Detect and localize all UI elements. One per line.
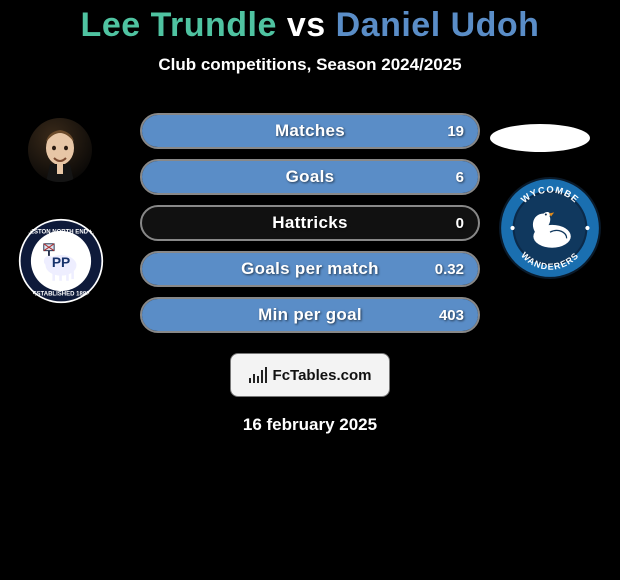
svg-text:PP: PP	[52, 255, 70, 270]
stat-value-right: 19	[447, 123, 464, 140]
brand-box: FcTables.com	[230, 353, 390, 397]
stat-value-right: 6	[456, 169, 464, 186]
face-icon	[28, 118, 92, 182]
player1-avatar	[28, 118, 92, 182]
stat-label: Goals per match	[142, 259, 478, 279]
stats-area: PRESTON NORTH END F.C. PP ESTABLISHED 18…	[0, 113, 620, 333]
player1-name: Lee Trundle	[81, 6, 277, 44]
date-label: 16 february 2025	[0, 415, 620, 435]
player2-avatar-placeholder	[490, 124, 590, 152]
stat-pill: Min per goal403	[140, 297, 480, 333]
player2-name: Daniel Udoh	[336, 6, 540, 44]
vs-label: vs	[287, 6, 326, 44]
stat-value-right: 403	[439, 307, 464, 324]
svg-text:PRESTON NORTH END F.C.: PRESTON NORTH END F.C.	[22, 229, 101, 235]
stat-list: Matches19 Goals6 Hattricks0 Goals per match…	[140, 113, 480, 333]
chart-icon	[249, 367, 267, 383]
svg-text:ESTABLISHED 1880: ESTABLISHED 1880	[32, 291, 90, 297]
badge-icon: WYCOMBE WANDERERS	[498, 176, 602, 280]
stat-pill: Matches19	[140, 113, 480, 149]
stat-label: Min per goal	[142, 305, 478, 325]
page-title: Lee Trundle vs Daniel Udoh	[0, 6, 620, 45]
stat-label: Matches	[142, 121, 478, 141]
subtitle: Club competitions, Season 2024/2025	[0, 55, 620, 75]
brand-text: FcTables.com	[273, 367, 372, 384]
stat-pill: Goals6	[140, 159, 480, 195]
stat-label: Goals	[142, 167, 478, 187]
stat-label: Hattricks	[142, 213, 478, 233]
stat-value-right: 0	[456, 215, 464, 232]
infographic-root: Lee Trundle vs Daniel Udoh Club competit…	[0, 0, 620, 435]
badge-icon: PRESTON NORTH END F.C. PP ESTABLISHED 18…	[18, 218, 104, 304]
stat-value-right: 0.32	[435, 261, 464, 278]
club-badge-wycombe: WYCOMBE WANDERERS	[498, 176, 602, 280]
stat-pill: Hattricks0	[140, 205, 480, 241]
stat-pill: Goals per match0.32	[140, 251, 480, 287]
club-badge-preston: PRESTON NORTH END F.C. PP ESTABLISHED 18…	[18, 218, 104, 304]
